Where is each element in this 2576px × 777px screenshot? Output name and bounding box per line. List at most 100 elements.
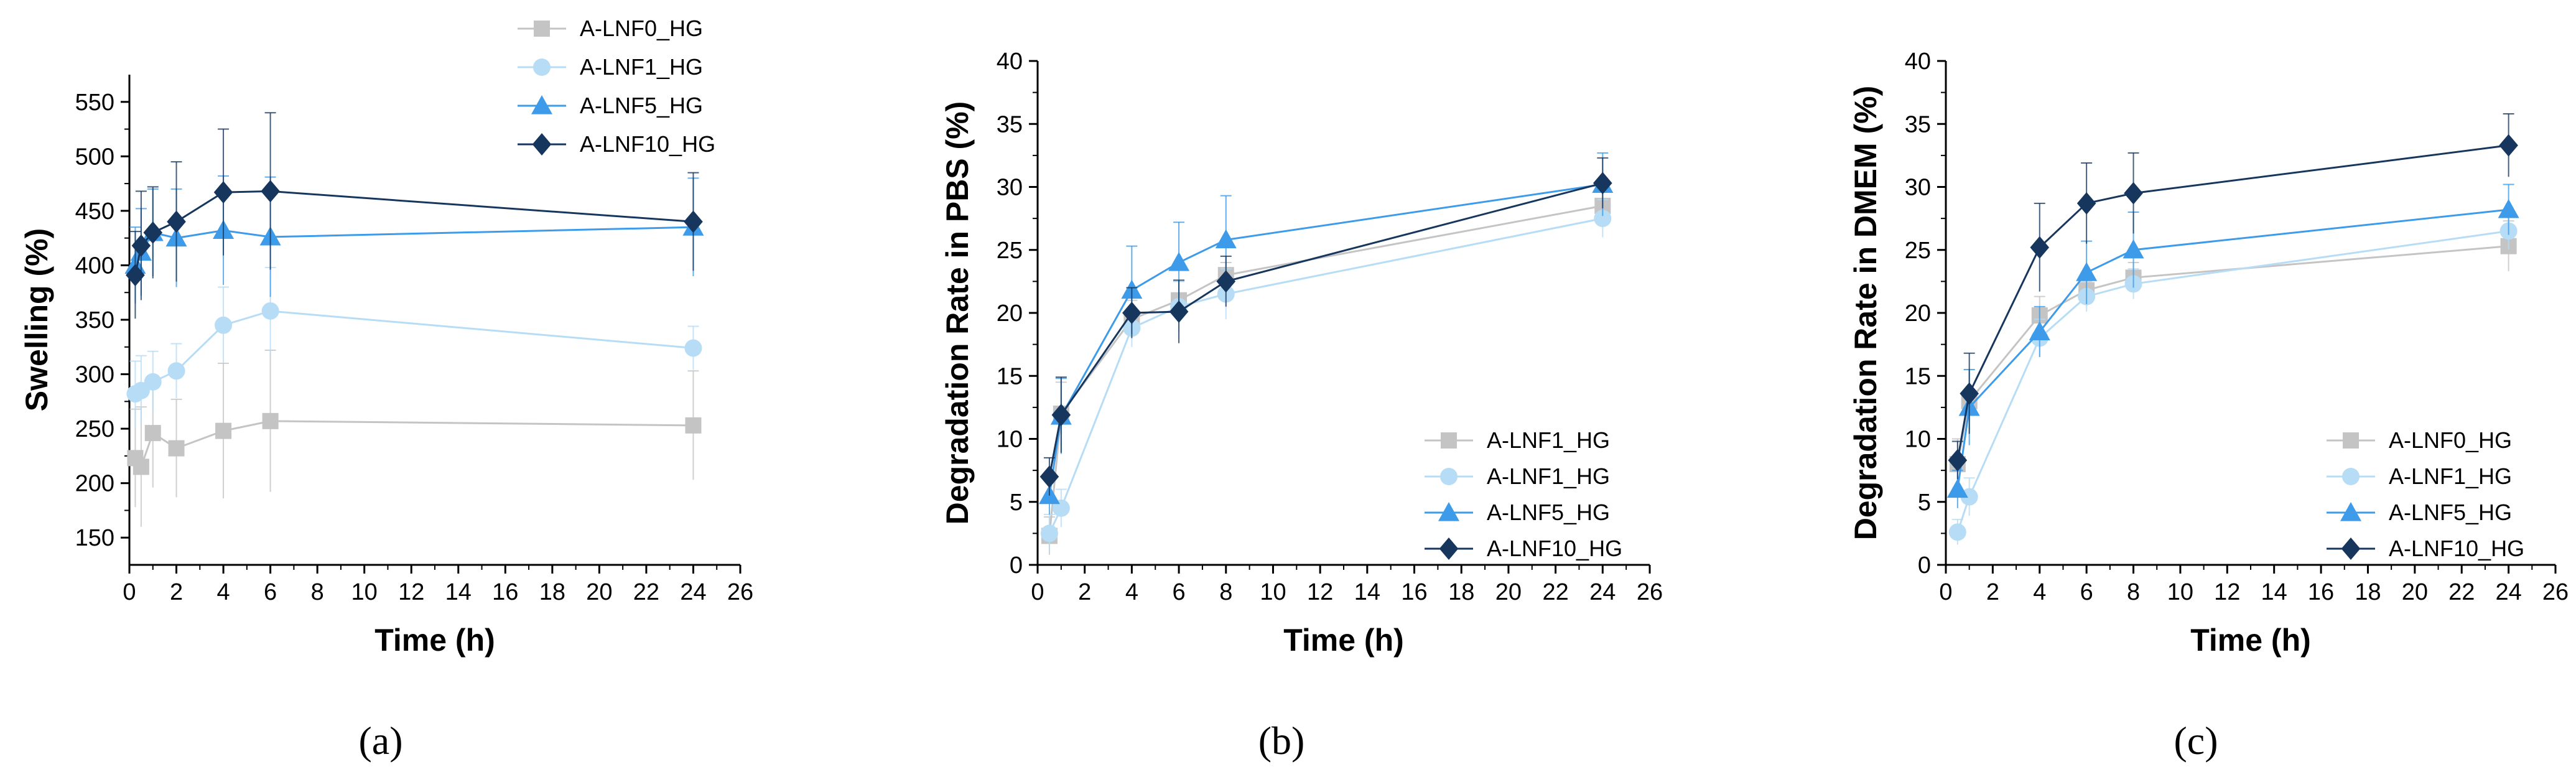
- x-tick-label: 26: [1637, 579, 1663, 605]
- x-tick-label: 12: [2214, 579, 2240, 605]
- y-tick-label: 150: [75, 525, 114, 551]
- data-point: [126, 264, 145, 287]
- y-axis-label: Swelling (%): [19, 228, 54, 411]
- y-tick-label: 25: [1905, 238, 1931, 264]
- x-tick-label: 2: [1986, 579, 1999, 605]
- data-point: [1948, 523, 1966, 541]
- x-tick-label: 8: [311, 579, 324, 605]
- data-point: [1948, 449, 1968, 472]
- data-point: [1051, 404, 1071, 427]
- legend-label: A-LNF10_HG: [580, 131, 715, 157]
- data-point: [2123, 239, 2144, 259]
- data-point: [1039, 465, 1059, 488]
- legend-marker: [2341, 537, 2361, 560]
- data-point: [2498, 198, 2519, 218]
- y-tick-label: 40: [1905, 49, 1931, 75]
- series-a-lnf5-hg: [124, 175, 704, 304]
- y-tick-label: 20: [997, 300, 1023, 327]
- y-tick-label: 15: [1905, 363, 1931, 389]
- series-a-lnf1-hg: [1948, 212, 2518, 545]
- legend-marker: [531, 95, 552, 114]
- y-tick-label: 15: [997, 363, 1023, 389]
- data-point: [2076, 192, 2096, 215]
- x-axis-label: Time (h): [2190, 623, 2311, 658]
- series-a-lnf0-hg: [127, 350, 702, 527]
- x-tick-label: 14: [1354, 579, 1380, 605]
- x-tick-label: 22: [2448, 579, 2475, 605]
- legend-label: A-LNF5_HG: [1487, 500, 1610, 525]
- legend-label: A-LNF1_HG: [580, 54, 703, 80]
- y-tick-label: 400: [75, 253, 114, 279]
- series-line: [1956, 208, 2509, 490]
- legend-marker: [2342, 468, 2360, 485]
- data-point: [1594, 210, 1612, 228]
- data-point: [684, 339, 702, 357]
- data-point: [1122, 302, 1142, 324]
- legend-marker: [1441, 432, 1457, 449]
- data-point: [261, 302, 279, 320]
- data-point: [2124, 182, 2143, 205]
- x-tick-label: 20: [586, 579, 612, 605]
- legend-label: A-LNF5_HG: [580, 93, 703, 118]
- y-axis-label: Degradation Rate in DMEM (%): [1848, 86, 1883, 541]
- x-tick-label: 24: [1589, 579, 1616, 605]
- data-point: [213, 181, 233, 204]
- y-tick-label: 250: [75, 416, 114, 442]
- data-point: [167, 210, 186, 233]
- x-tick-label: 18: [539, 579, 565, 605]
- y-tick-label: 550: [75, 90, 114, 116]
- x-tick-label: 4: [217, 579, 230, 605]
- chart-panel-2: 0 2 4 6 8 10 12 14 16 18 20 22 24 260510152025303540T…: [940, 49, 1663, 763]
- x-tick-label: 18: [2355, 579, 2381, 605]
- series-a-lnf10-hg: [126, 112, 703, 319]
- legend: A-LNF0_HG A-LNF1_HG A-LNF5_HG A-LNF10_HG: [2327, 427, 2524, 561]
- panel-label: (a): [358, 719, 402, 763]
- data-point: [215, 316, 233, 334]
- data-point: [131, 234, 151, 257]
- x-tick-label: 14: [2261, 579, 2287, 605]
- series-a-lnf5-hg: [1946, 184, 2519, 508]
- data-point: [262, 412, 279, 429]
- x-tick-label: 26: [727, 579, 753, 605]
- x-tick-label: 22: [633, 579, 659, 605]
- data-point: [685, 417, 702, 434]
- data-point: [684, 210, 703, 233]
- x-tick-label: 20: [1495, 579, 1522, 605]
- legend-marker: [1439, 537, 1459, 560]
- y-tick-label: 200: [75, 471, 114, 497]
- y-tick-label: 25: [997, 238, 1023, 264]
- data-point: [2499, 134, 2518, 157]
- x-axis-label: Time (h): [374, 623, 495, 658]
- data-point: [1215, 229, 1237, 249]
- data-point: [215, 422, 232, 439]
- data-point: [1216, 270, 1236, 293]
- y-tick-label: 35: [1905, 111, 1931, 137]
- panel-label: (b): [1258, 719, 1305, 763]
- y-tick-label: 0: [1918, 552, 1931, 579]
- x-tick-label: 16: [2308, 579, 2334, 605]
- x-tick-label: 20: [2402, 579, 2428, 605]
- data-point: [1946, 478, 1968, 498]
- chart-panel-1: 0 2 4 6 8 10 12 14 16 18 20 22 24 2615020025030035040…: [19, 16, 753, 763]
- y-tick-label: 30: [997, 175, 1023, 201]
- legend-marker: [2343, 432, 2359, 449]
- data-point: [2029, 321, 2050, 340]
- y-tick-label: 5: [1918, 490, 1931, 516]
- legend-label: A-LNF5_HG: [2389, 500, 2512, 525]
- x-tick-label: 24: [2495, 579, 2521, 605]
- x-tick-label: 4: [1125, 579, 1138, 605]
- x-tick-label: 18: [1448, 579, 1474, 605]
- y-tick-label: 35: [997, 111, 1023, 137]
- x-tick-label: 10: [2167, 579, 2193, 605]
- data-point: [143, 221, 163, 244]
- y-tick-label: 10: [997, 427, 1023, 453]
- x-tick-label: 16: [1401, 579, 1427, 605]
- y-tick-label: 40: [997, 49, 1023, 75]
- x-tick-label: 4: [2033, 579, 2046, 605]
- x-tick-label: 12: [1307, 579, 1333, 605]
- data-point: [261, 180, 280, 203]
- y-tick-label: 350: [75, 307, 114, 333]
- x-tick-label: 2: [1078, 579, 1091, 605]
